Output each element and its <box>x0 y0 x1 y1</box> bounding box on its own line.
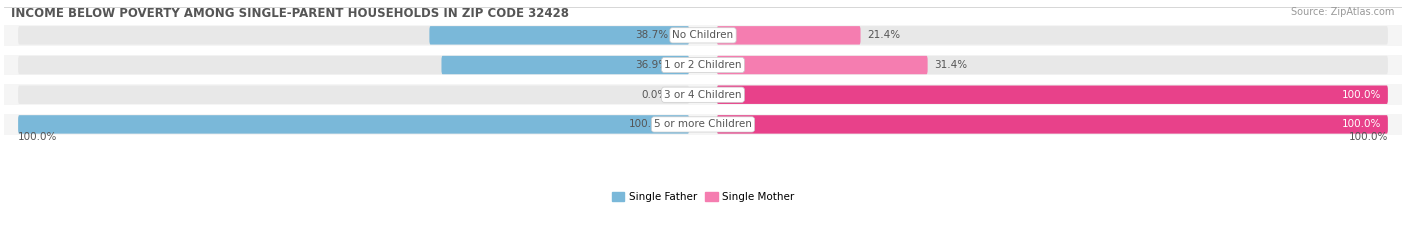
Text: 1 or 2 Children: 1 or 2 Children <box>664 60 742 70</box>
FancyBboxPatch shape <box>4 114 1402 135</box>
Text: No Children: No Children <box>672 30 734 40</box>
Text: 100.0%: 100.0% <box>1341 120 1381 129</box>
FancyBboxPatch shape <box>18 115 689 134</box>
FancyBboxPatch shape <box>429 26 689 45</box>
Text: 38.7%: 38.7% <box>636 30 668 40</box>
Text: 36.9%: 36.9% <box>636 60 668 70</box>
FancyBboxPatch shape <box>717 115 1388 134</box>
FancyBboxPatch shape <box>4 84 1402 105</box>
FancyBboxPatch shape <box>18 26 689 45</box>
Text: 100.0%: 100.0% <box>1341 90 1381 100</box>
Text: 21.4%: 21.4% <box>868 30 901 40</box>
FancyBboxPatch shape <box>717 56 928 74</box>
Text: 100.0%: 100.0% <box>628 120 668 129</box>
Text: 31.4%: 31.4% <box>935 60 967 70</box>
FancyBboxPatch shape <box>717 86 1388 104</box>
Text: 0.0%: 0.0% <box>641 90 668 100</box>
FancyBboxPatch shape <box>717 26 860 45</box>
Text: INCOME BELOW POVERTY AMONG SINGLE-PARENT HOUSEHOLDS IN ZIP CODE 32428: INCOME BELOW POVERTY AMONG SINGLE-PARENT… <box>11 7 569 20</box>
FancyBboxPatch shape <box>441 56 689 74</box>
Legend: Single Father, Single Mother: Single Father, Single Mother <box>607 188 799 207</box>
Text: Source: ZipAtlas.com: Source: ZipAtlas.com <box>1291 7 1395 17</box>
FancyBboxPatch shape <box>18 86 689 104</box>
FancyBboxPatch shape <box>4 25 1402 46</box>
FancyBboxPatch shape <box>18 115 689 134</box>
FancyBboxPatch shape <box>717 56 1388 74</box>
Text: 5 or more Children: 5 or more Children <box>654 120 752 129</box>
FancyBboxPatch shape <box>717 115 1388 134</box>
Text: 100.0%: 100.0% <box>18 132 58 142</box>
FancyBboxPatch shape <box>4 55 1402 75</box>
FancyBboxPatch shape <box>717 26 1388 45</box>
Text: 3 or 4 Children: 3 or 4 Children <box>664 90 742 100</box>
FancyBboxPatch shape <box>18 56 689 74</box>
Text: 100.0%: 100.0% <box>1348 132 1388 142</box>
FancyBboxPatch shape <box>717 86 1388 104</box>
